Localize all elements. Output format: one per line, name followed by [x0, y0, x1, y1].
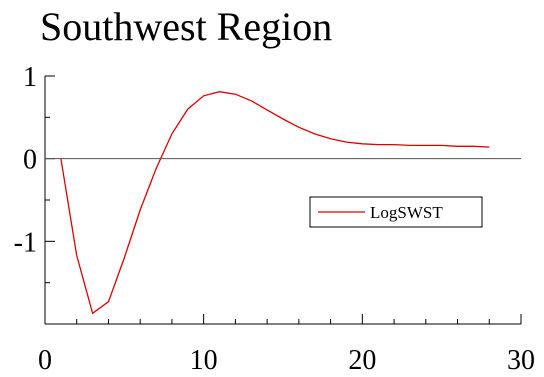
legend: LogSWST — [309, 196, 483, 228]
x-tick-label: 30 — [507, 345, 535, 376]
y-tick-label: -1 — [14, 227, 37, 258]
x-tick-label: 20 — [348, 345, 376, 376]
series-line — [60, 91, 490, 315]
y-tick-label: 1 — [23, 62, 37, 93]
legend-label: LogSWST — [370, 203, 443, 222]
chart-title: Southwest Region — [40, 4, 332, 49]
y-tick-label: 0 — [23, 145, 37, 176]
x-tick-label: 0 — [38, 345, 52, 376]
x-tick-label: 10 — [190, 345, 218, 376]
series-group — [60, 91, 490, 315]
